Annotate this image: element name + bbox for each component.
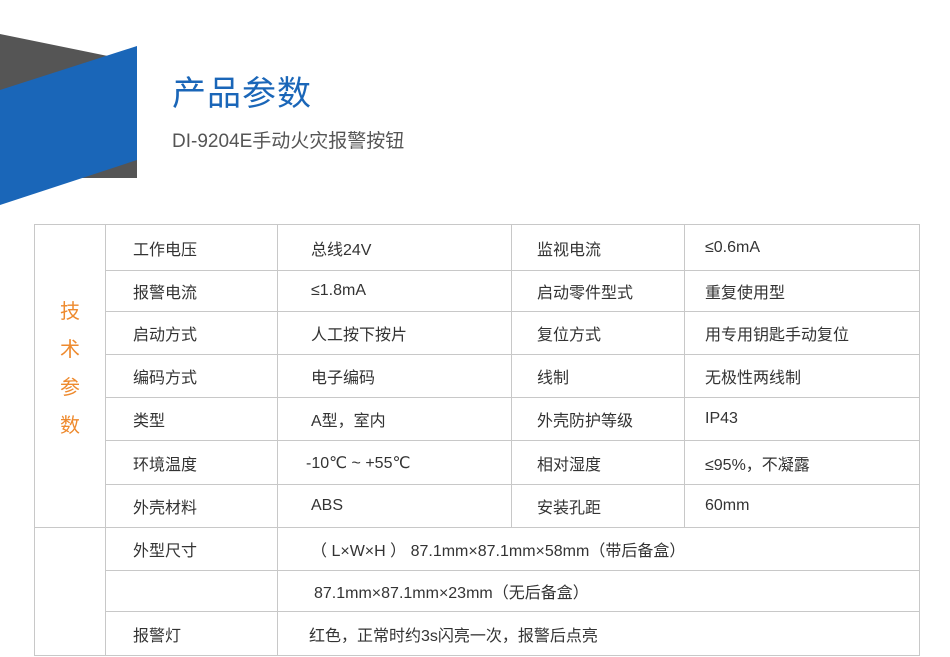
spec-label: 外型尺寸 (105, 527, 278, 571)
spec-label: 报警电流 (105, 270, 278, 312)
table-row: 编码方式 电子编码 线制 无极性两线制 (35, 354, 920, 398)
spec-value: 无极性两线制 (684, 354, 920, 398)
spec-value: ABS (277, 484, 512, 528)
spec-label: 外壳防护等级 (511, 397, 685, 441)
spec-label: 类型 (105, 397, 278, 441)
table-row: 报警灯 红色，正常时约3s闪亮一次，报警后点亮 (35, 611, 920, 656)
side-label-char: 术 (60, 339, 80, 361)
spec-value: （ L×W×H ） 87.1mm×87.1mm×58mm（带后备盒） (277, 527, 920, 571)
spec-value: IP43 (684, 397, 920, 441)
decorative-banner-shapes (0, 34, 137, 205)
spec-label: 报警灯 (105, 611, 278, 656)
spec-label: 启动方式 (105, 311, 278, 355)
spec-label: 复位方式 (511, 311, 685, 355)
spec-value: 红色，正常时约3s闪亮一次，报警后点亮 (277, 611, 920, 656)
spec-label: 工作电压 (105, 224, 278, 271)
spec-label: 启动零件型式 (511, 270, 685, 312)
side-blank-cell (34, 527, 106, 656)
spec-value: 60mm (684, 484, 920, 528)
spec-label: 安装孔距 (511, 484, 685, 528)
spec-value: 电子编码 (277, 354, 512, 398)
spec-value: ≤0.6mA (684, 224, 920, 271)
table-row: 类型 A型，室内 外壳防护等级 IP43 (35, 397, 920, 441)
product-subtitle: DI-9204E手动火灾报警按钮 (172, 131, 405, 152)
table-row: 87.1mm×87.1mm×23mm（无后备盒） (35, 570, 920, 612)
spec-label: 监视电流 (511, 224, 685, 271)
spec-label: 外壳材料 (105, 484, 278, 528)
spec-value: 用专用钥匙手动复位 (684, 311, 920, 355)
spec-value: A型，室内 (277, 397, 512, 441)
side-label-char: 参 (60, 377, 80, 399)
table-row: 外壳材料 ABS 安装孔距 60mm (35, 484, 920, 528)
table-row: 外型尺寸 （ L×W×H ） 87.1mm×87.1mm×58mm（带后备盒） (34, 527, 920, 656)
page-title: 产品参数 (172, 75, 312, 113)
table-row: 报警电流 ≤1.8mA 启动零件型式 重复使用型 (35, 270, 920, 312)
spec-value: 87.1mm×87.1mm×23mm（无后备盒） (277, 570, 920, 612)
spec-label: 环境温度 (105, 440, 278, 485)
spec-value: ≤95%，不凝露 (684, 440, 920, 485)
spec-value: 总线24V (277, 224, 512, 271)
blue-banner-shape (0, 46, 137, 205)
side-label: 技 术 参 数 (34, 224, 106, 528)
spec-value: 人工按下按片 (277, 311, 512, 355)
spec-table: 技 术 参 数 工作电压 总线24V 监视电流 ≤0.6mA 报警电流 ≤1.8… (34, 224, 920, 656)
spec-label: 线制 (511, 354, 685, 398)
empty-label-cell (105, 570, 278, 612)
spec-value: 重复使用型 (684, 270, 920, 312)
spec-value: ≤1.8mA (277, 270, 512, 312)
table-row: 技 术 参 数 工作电压 总线24V 监视电流 ≤0.6mA (34, 224, 920, 528)
side-label-char: 数 (60, 415, 80, 437)
spec-value: -10℃ ~ +55℃ (277, 440, 512, 485)
spec-label: 编码方式 (105, 354, 278, 398)
table-row: 启动方式 人工按下按片 复位方式 用专用钥匙手动复位 (35, 311, 920, 355)
spec-label: 相对湿度 (511, 440, 685, 485)
side-label-char: 技 (60, 301, 80, 323)
table-row: 环境温度 -10℃ ~ +55℃ 相对湿度 ≤95%，不凝露 (35, 440, 920, 485)
